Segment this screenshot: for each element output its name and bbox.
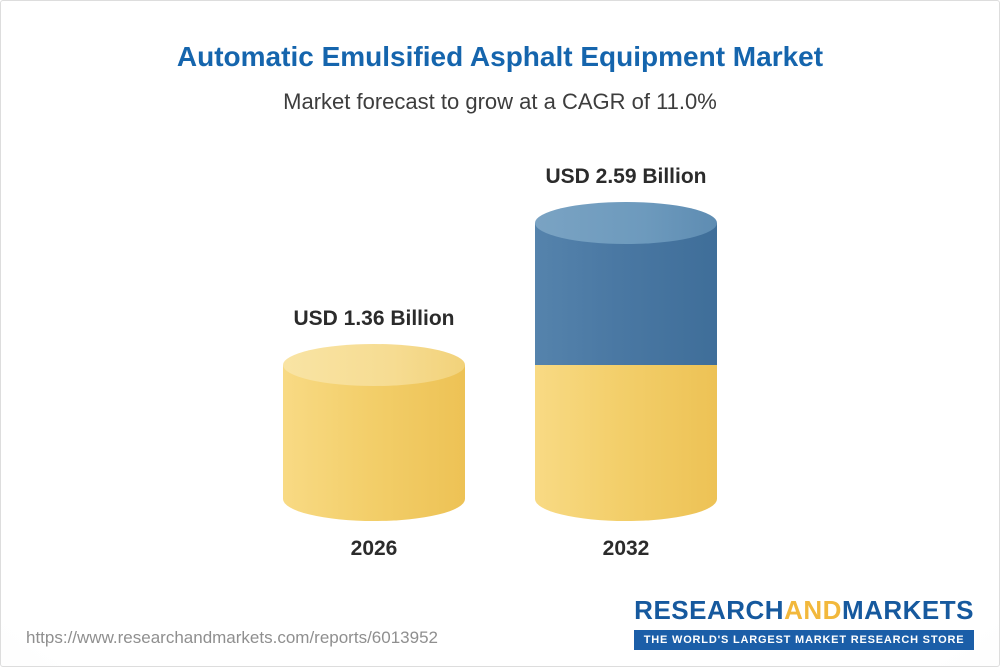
logo-wordmark: RESEARCHANDMARKETS [634, 595, 974, 626]
logo-part-markets: MARKETS [841, 595, 974, 625]
bar-group-2026: USD 1.36 Billion 2026 [283, 307, 465, 561]
cylinder-2026 [283, 344, 465, 521]
cylinder-2032 [535, 202, 717, 521]
value-label-2026: USD 1.36 Billion [293, 307, 455, 330]
category-label-2032: 2032 [602, 537, 650, 560]
footer: https://www.researchandmarkets.com/repor… [1, 595, 999, 666]
source-url: https://www.researchandmarkets.com/repor… [26, 628, 438, 647]
category-label-2026: 2026 [350, 537, 398, 560]
bar-chart: USD 1.36 Billion 2026 USD 2.59 Billion 2… [1, 121, 999, 561]
research-and-markets-logo: RESEARCHANDMARKETS THE WORLD'S LARGEST M… [634, 595, 974, 650]
page-subtitle: Market forecast to grow at a CAGR of 11.… [283, 89, 717, 114]
logo-part-research: RESEARCH [634, 595, 785, 625]
value-label-2032: USD 2.59 Billion [545, 165, 707, 188]
logo-part-and: AND [784, 595, 842, 625]
cylinder-2032-blue-segment [535, 202, 717, 365]
bar-group-2032: USD 2.59 Billion 2032 [535, 165, 717, 561]
page-title: Automatic Emulsified Asphalt Equipment M… [176, 41, 824, 72]
logo-tagline: THE WORLD'S LARGEST MARKET RESEARCH STOR… [634, 630, 974, 650]
cylinder-2032-yellow-segment [535, 365, 717, 521]
